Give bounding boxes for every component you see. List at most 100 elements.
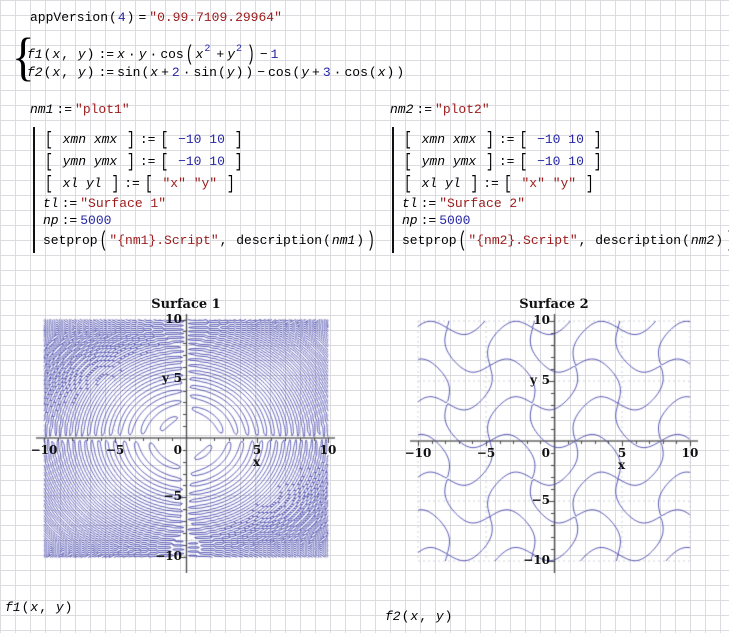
math-token: ( (99, 228, 108, 253)
math-token: [ (45, 150, 53, 173)
math-token: ) (367, 228, 375, 253)
math-token: ] (486, 128, 494, 151)
math-token: [ (519, 150, 528, 173)
math-token: nm2 (690, 233, 715, 248)
math-token: [ (404, 172, 412, 195)
math-token: · (182, 65, 191, 80)
math-token: 5000 (80, 213, 112, 228)
math-token: := (61, 213, 78, 228)
math-token: tl (402, 196, 418, 211)
math-token: ] (111, 172, 120, 195)
settings-row: np:= 5000 (402, 212, 729, 229)
math-token: x (52, 65, 61, 80)
math-token: ( (458, 228, 467, 253)
y-tick-label: −5 (163, 489, 182, 504)
math-token: xl (413, 176, 446, 191)
math-token: , (219, 233, 236, 248)
math-token: y (138, 47, 147, 62)
math-token: , (39, 600, 55, 615)
x-axis-label: x (253, 455, 261, 469)
math-token: − (259, 47, 268, 62)
math-region-plot1-settings[interactable]: [ xmn xmx ]:= [ −10 10 ] [ ymn ymx ]:= [ −… (33, 127, 377, 253)
settings-row: tl:= "Surface 2" (402, 195, 729, 212)
math-token: ] (593, 150, 602, 173)
plot-title: Surface 2 (519, 297, 589, 312)
math-token: ) (86, 47, 95, 62)
math-token: np (43, 213, 59, 228)
x-tick-label: −10 (404, 446, 432, 460)
y-tick-label: 5 (541, 373, 550, 387)
math-token: [ (160, 150, 169, 173)
math-token: cos (344, 65, 368, 80)
y-tick-label: −10 (155, 548, 182, 563)
contour-plot-canvas (398, 296, 710, 584)
math-token: "0.99.7109.29964" (149, 10, 282, 25)
math-token: 1 (270, 47, 279, 62)
math-token: np (402, 213, 418, 228)
math-token: [ (45, 128, 53, 151)
settings-row: setprop("{nm2}.Script", description(nm2)… (402, 228, 729, 253)
math-token: ] (226, 172, 235, 195)
math-token: ] (486, 150, 494, 173)
math-token: "{nm1}.Script" (109, 233, 219, 248)
math-token: := (56, 102, 73, 117)
math-token: ) (356, 233, 365, 248)
y-tick-label: −10 (523, 553, 550, 567)
math-token: ) (247, 42, 255, 67)
plot-region-surface2[interactable]: Surface 2 x y −10 −5 0 5 10 10 5 −5 −10 (398, 296, 710, 584)
math-token: ) (444, 609, 453, 624)
formula-f1-definition: f1(x, y):= x · y · cos(x2 + y2) −1 (27, 41, 279, 66)
math-token: x (52, 47, 61, 62)
math-token: y (77, 47, 86, 62)
y-tick-label: 10 (533, 313, 550, 327)
math-token: := (98, 47, 115, 62)
y-tick-label: −5 (531, 493, 550, 507)
math-token: x (150, 65, 159, 80)
math-token: ] (234, 128, 243, 151)
math-region-app-version[interactable]: appVersion(4) = "0.99.7109.29964" (30, 9, 282, 27)
math-token: := (61, 196, 78, 211)
math-token: "Surface 1" (80, 196, 167, 211)
math-token: 10 (568, 132, 592, 147)
settings-row: np:= 5000 (43, 212, 377, 229)
y-axis-label: y (530, 373, 537, 387)
x-tick-label: 10 (681, 446, 699, 460)
math-region-nm1[interactable]: nm1:= "plot1" (30, 101, 130, 119)
math-token: [ (45, 172, 53, 195)
y-tick-label: 5 (173, 370, 182, 385)
math-token: x (30, 600, 39, 615)
math-token: := (483, 176, 499, 191)
x-tick-label: 5 (617, 446, 627, 460)
math-region-nm2[interactable]: nm2:= "plot2" (390, 101, 490, 119)
math-token: ) (235, 65, 244, 80)
settings-row: tl:= "Surface 1" (43, 195, 377, 212)
math-token: := (416, 102, 433, 117)
math-token: , (578, 233, 595, 248)
math-token: 10 (209, 154, 233, 169)
math-token: + (216, 47, 225, 62)
math-region-plot2-settings[interactable]: [ xmn xmx ]:= [ −10 10 ] [ ymn ymx ]:= [ −… (392, 127, 729, 253)
math-token: −10 (529, 154, 569, 169)
math-token: := (139, 132, 156, 147)
math-token: nm1 (331, 233, 356, 248)
math-token: := (98, 65, 115, 80)
math-token: := (498, 154, 515, 169)
math-token: x (117, 47, 125, 62)
math-token: cos (160, 47, 184, 62)
plot-region-surface1[interactable]: Surface 1 x y −10 −5 0 5 10 10 5 −5 −10 (30, 296, 342, 584)
math-region-f1-call[interactable]: f1(x, y) (5, 599, 73, 617)
math-token: ymn (54, 154, 94, 169)
math-token: 2 (204, 44, 211, 55)
math-token: ( (141, 65, 150, 80)
math-token: ) (715, 233, 724, 248)
math-token: setprop (402, 233, 457, 248)
settings-row: [ ymn ymx ]:= [ −10 10 ] (43, 150, 377, 173)
math-region-f2-call[interactable]: f2(x, y) (385, 608, 453, 626)
math-token: 2 (236, 44, 243, 55)
math-token: "x" (154, 176, 194, 191)
x-tick-label: 5 (252, 443, 262, 457)
math-token: ( (21, 600, 30, 615)
math-token: "plot2" (435, 102, 490, 117)
math-token: · (127, 47, 136, 62)
math-token: y (301, 65, 310, 80)
